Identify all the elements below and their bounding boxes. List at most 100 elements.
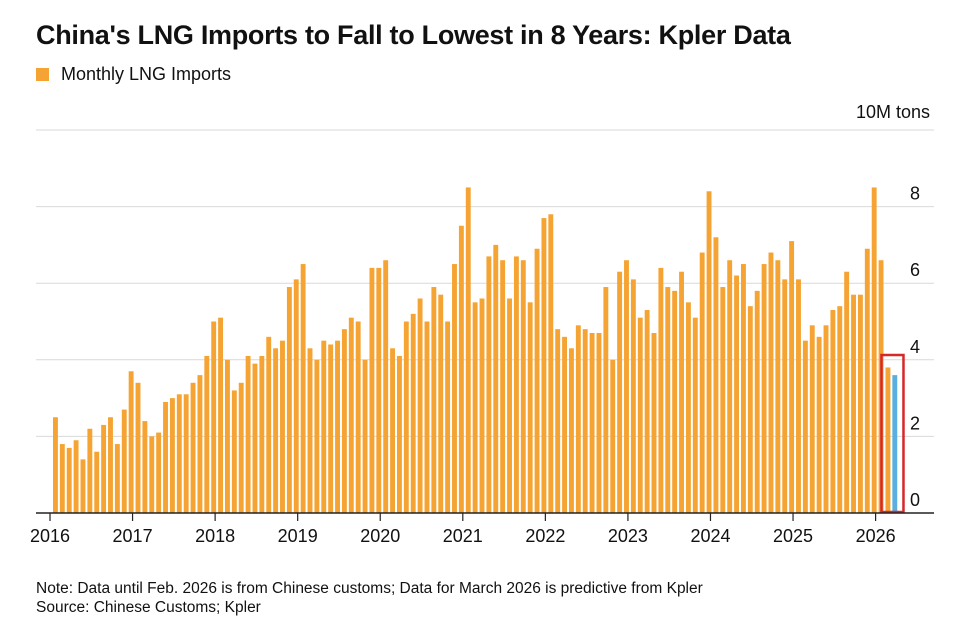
bar: [802, 340, 808, 513]
bar: [864, 248, 870, 514]
x-tick-label: 2017: [113, 526, 153, 546]
x-tick-label: 2018: [195, 526, 235, 546]
bar: [445, 321, 451, 513]
bar: [665, 287, 671, 513]
bar: [190, 382, 196, 513]
bar: [259, 355, 265, 513]
bar: [348, 317, 354, 513]
bar: [341, 329, 347, 513]
bar-predicted: [892, 375, 898, 513]
bar: [706, 191, 712, 513]
bar: [685, 302, 691, 513]
bar: [569, 348, 574, 513]
footnotes: Note: Data until Feb. 2026 is from Chine…: [36, 579, 703, 617]
bar: [169, 398, 175, 513]
bar: [851, 294, 856, 513]
x-tick-label: 2024: [690, 526, 730, 546]
bar: [837, 306, 843, 513]
bar: [555, 329, 561, 513]
bar: [871, 187, 877, 513]
bar: [211, 321, 217, 513]
y-tick-label: 0: [910, 490, 920, 510]
note-text: Note: Data until Feb. 2026 is from Chine…: [36, 580, 703, 597]
bar: [789, 241, 795, 513]
bar: [562, 336, 568, 513]
bar: [328, 344, 334, 513]
bar: [816, 336, 822, 513]
bar: [486, 256, 492, 513]
x-tick-label: 2026: [856, 526, 896, 546]
bar: [603, 287, 609, 513]
bar: [520, 260, 526, 513]
bar: [513, 256, 519, 513]
bar: [809, 325, 815, 513]
bar: [114, 444, 120, 513]
bar: [830, 310, 836, 513]
bar: [108, 417, 113, 513]
bar: [617, 271, 623, 513]
bar: [87, 428, 93, 513]
bar: [720, 287, 726, 513]
bar: [458, 225, 464, 513]
legend: Monthly LNG Imports: [36, 64, 231, 85]
bar: [630, 279, 636, 513]
bar: [624, 260, 629, 513]
bar: [197, 375, 203, 513]
bar: [734, 275, 740, 513]
bar: [252, 363, 258, 513]
bar: [376, 267, 382, 513]
y-tick-label: 6: [910, 260, 920, 280]
bar: [335, 340, 340, 513]
bar: [280, 340, 285, 513]
y-axis-unit: 10M tons: [855, 102, 930, 122]
legend-label: Monthly LNG Imports: [61, 64, 232, 84]
bar: [651, 332, 657, 513]
bar: [782, 279, 788, 513]
bar: [142, 421, 148, 513]
bar: [238, 382, 244, 513]
bar: [692, 317, 698, 513]
bar: [383, 260, 389, 513]
bar: [589, 332, 595, 513]
x-tick-label: 2021: [443, 526, 483, 546]
bar: [747, 306, 753, 513]
bar: [465, 187, 471, 513]
bar: [741, 264, 746, 513]
bar: [73, 440, 79, 513]
bar: [314, 359, 320, 513]
bar: [286, 287, 292, 513]
bar: [410, 313, 416, 513]
bar: [472, 302, 478, 513]
bar: [713, 237, 719, 514]
x-tick-label: 2019: [278, 526, 318, 546]
bar: [431, 287, 437, 513]
bar: [637, 317, 643, 513]
bar: [541, 218, 547, 513]
bar: [672, 290, 678, 513]
bar: [94, 451, 100, 513]
bar: [390, 348, 396, 513]
bar: [59, 444, 65, 513]
chart-title: China's LNG Imports to Fall to Lowest in…: [36, 20, 791, 50]
bar: [135, 382, 141, 513]
bar: [101, 424, 107, 513]
bar: [266, 336, 272, 513]
bar: [245, 355, 251, 513]
bar: [273, 348, 279, 513]
bar: [507, 298, 512, 513]
y-tick-label: 8: [910, 184, 920, 204]
bar: [176, 394, 182, 513]
highlight-box: [880, 353, 905, 514]
bar: [149, 436, 155, 513]
bar: [493, 244, 499, 513]
bar: [121, 409, 127, 513]
bar: [163, 401, 168, 513]
bar: [727, 260, 733, 513]
legend-swatch: [36, 68, 49, 81]
bar: [610, 359, 616, 513]
bar: [761, 264, 767, 513]
bar: [300, 264, 306, 513]
bar: [596, 332, 602, 513]
source-text: Source: Chinese Customs; Kpler: [36, 599, 261, 616]
